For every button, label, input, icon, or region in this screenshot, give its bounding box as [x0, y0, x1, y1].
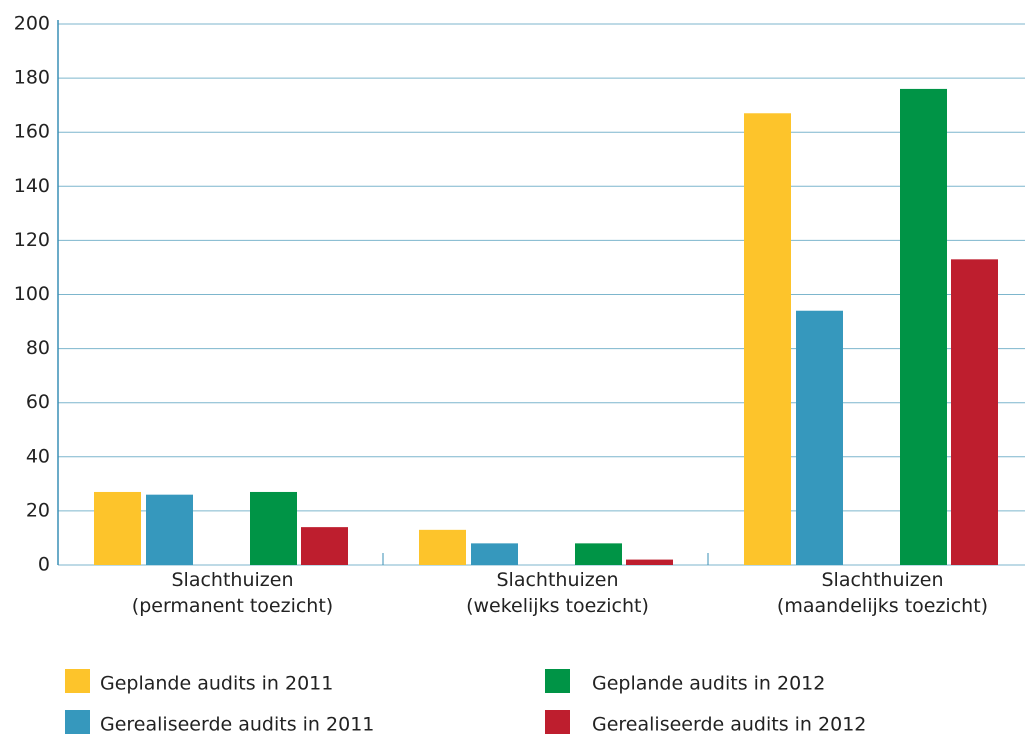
bar — [471, 543, 518, 565]
bar — [301, 527, 348, 565]
x-tick-label: Slachthuizen (permanent toezicht) — [131, 569, 334, 617]
legend-swatch — [65, 710, 90, 734]
bar — [146, 494, 193, 565]
legend-label: Geplande audits in 2011 — [100, 673, 333, 695]
bar — [951, 259, 998, 565]
y-tick-label: 100 — [14, 283, 50, 305]
legend-swatch — [65, 669, 90, 693]
bar — [419, 529, 466, 565]
x-tick-label: Slachthuizen (maandelijks toezicht) — [776, 569, 989, 617]
legend-label: Gerealiseerde audits in 2012 — [592, 714, 866, 736]
y-tick-label: 160 — [14, 121, 50, 143]
bar — [626, 559, 673, 565]
legend-swatch — [545, 710, 570, 734]
y-tick-label: 60 — [26, 391, 50, 413]
y-tick-label: 0 — [38, 554, 50, 576]
x-tick-label: Slachthuizen (wekelijks toezicht) — [466, 569, 649, 617]
bar — [900, 88, 947, 566]
legend-swatch — [545, 669, 570, 693]
bar — [575, 543, 622, 565]
bar — [94, 491, 141, 565]
y-tick-label: 200 — [14, 13, 50, 35]
y-tick-label: 180 — [14, 67, 50, 89]
bar — [796, 310, 843, 565]
y-tick-label: 40 — [26, 445, 50, 467]
legend-label: Gerealiseerde audits in 2011 — [100, 714, 374, 736]
legend-label: Geplande audits in 2012 — [592, 673, 825, 695]
bar — [744, 113, 791, 565]
y-tick-label: 80 — [26, 337, 50, 359]
y-tick-label: 120 — [14, 229, 50, 251]
bar — [250, 491, 297, 565]
y-tick-label: 140 — [14, 175, 50, 197]
y-tick-label: 20 — [26, 499, 50, 521]
